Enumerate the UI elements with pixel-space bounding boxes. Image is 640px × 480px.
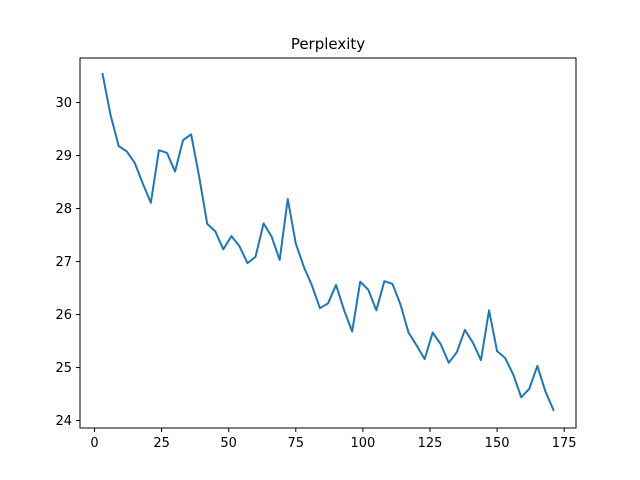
y-tick-label: 26 [55, 308, 72, 323]
y-tick-label: 25 [55, 361, 72, 376]
plot-area [101, 72, 555, 412]
x-axis: 0 25 50 75 100 125 150 175 [90, 428, 577, 451]
x-tick-label: 0 [90, 436, 98, 451]
y-tick-label: 27 [55, 255, 72, 270]
y-axis: 24 25 26 27 28 29 30 [55, 96, 80, 429]
chart-title: Perplexity [291, 35, 365, 53]
x-tick-label: 100 [350, 436, 375, 451]
x-tick-label: 125 [418, 436, 443, 451]
y-tick-label: 29 [55, 149, 72, 164]
x-tick-label: 25 [153, 436, 170, 451]
y-tick-label: 30 [55, 96, 72, 111]
axes-frame [79, 57, 577, 429]
series-line-0 [101, 72, 555, 412]
x-tick-label: 50 [220, 436, 237, 451]
y-tick-label: 24 [55, 414, 72, 429]
y-tick-label: 28 [55, 202, 72, 217]
x-tick-label: 75 [288, 436, 305, 451]
x-tick-label: 150 [485, 436, 510, 451]
x-tick-label: 175 [552, 436, 577, 451]
